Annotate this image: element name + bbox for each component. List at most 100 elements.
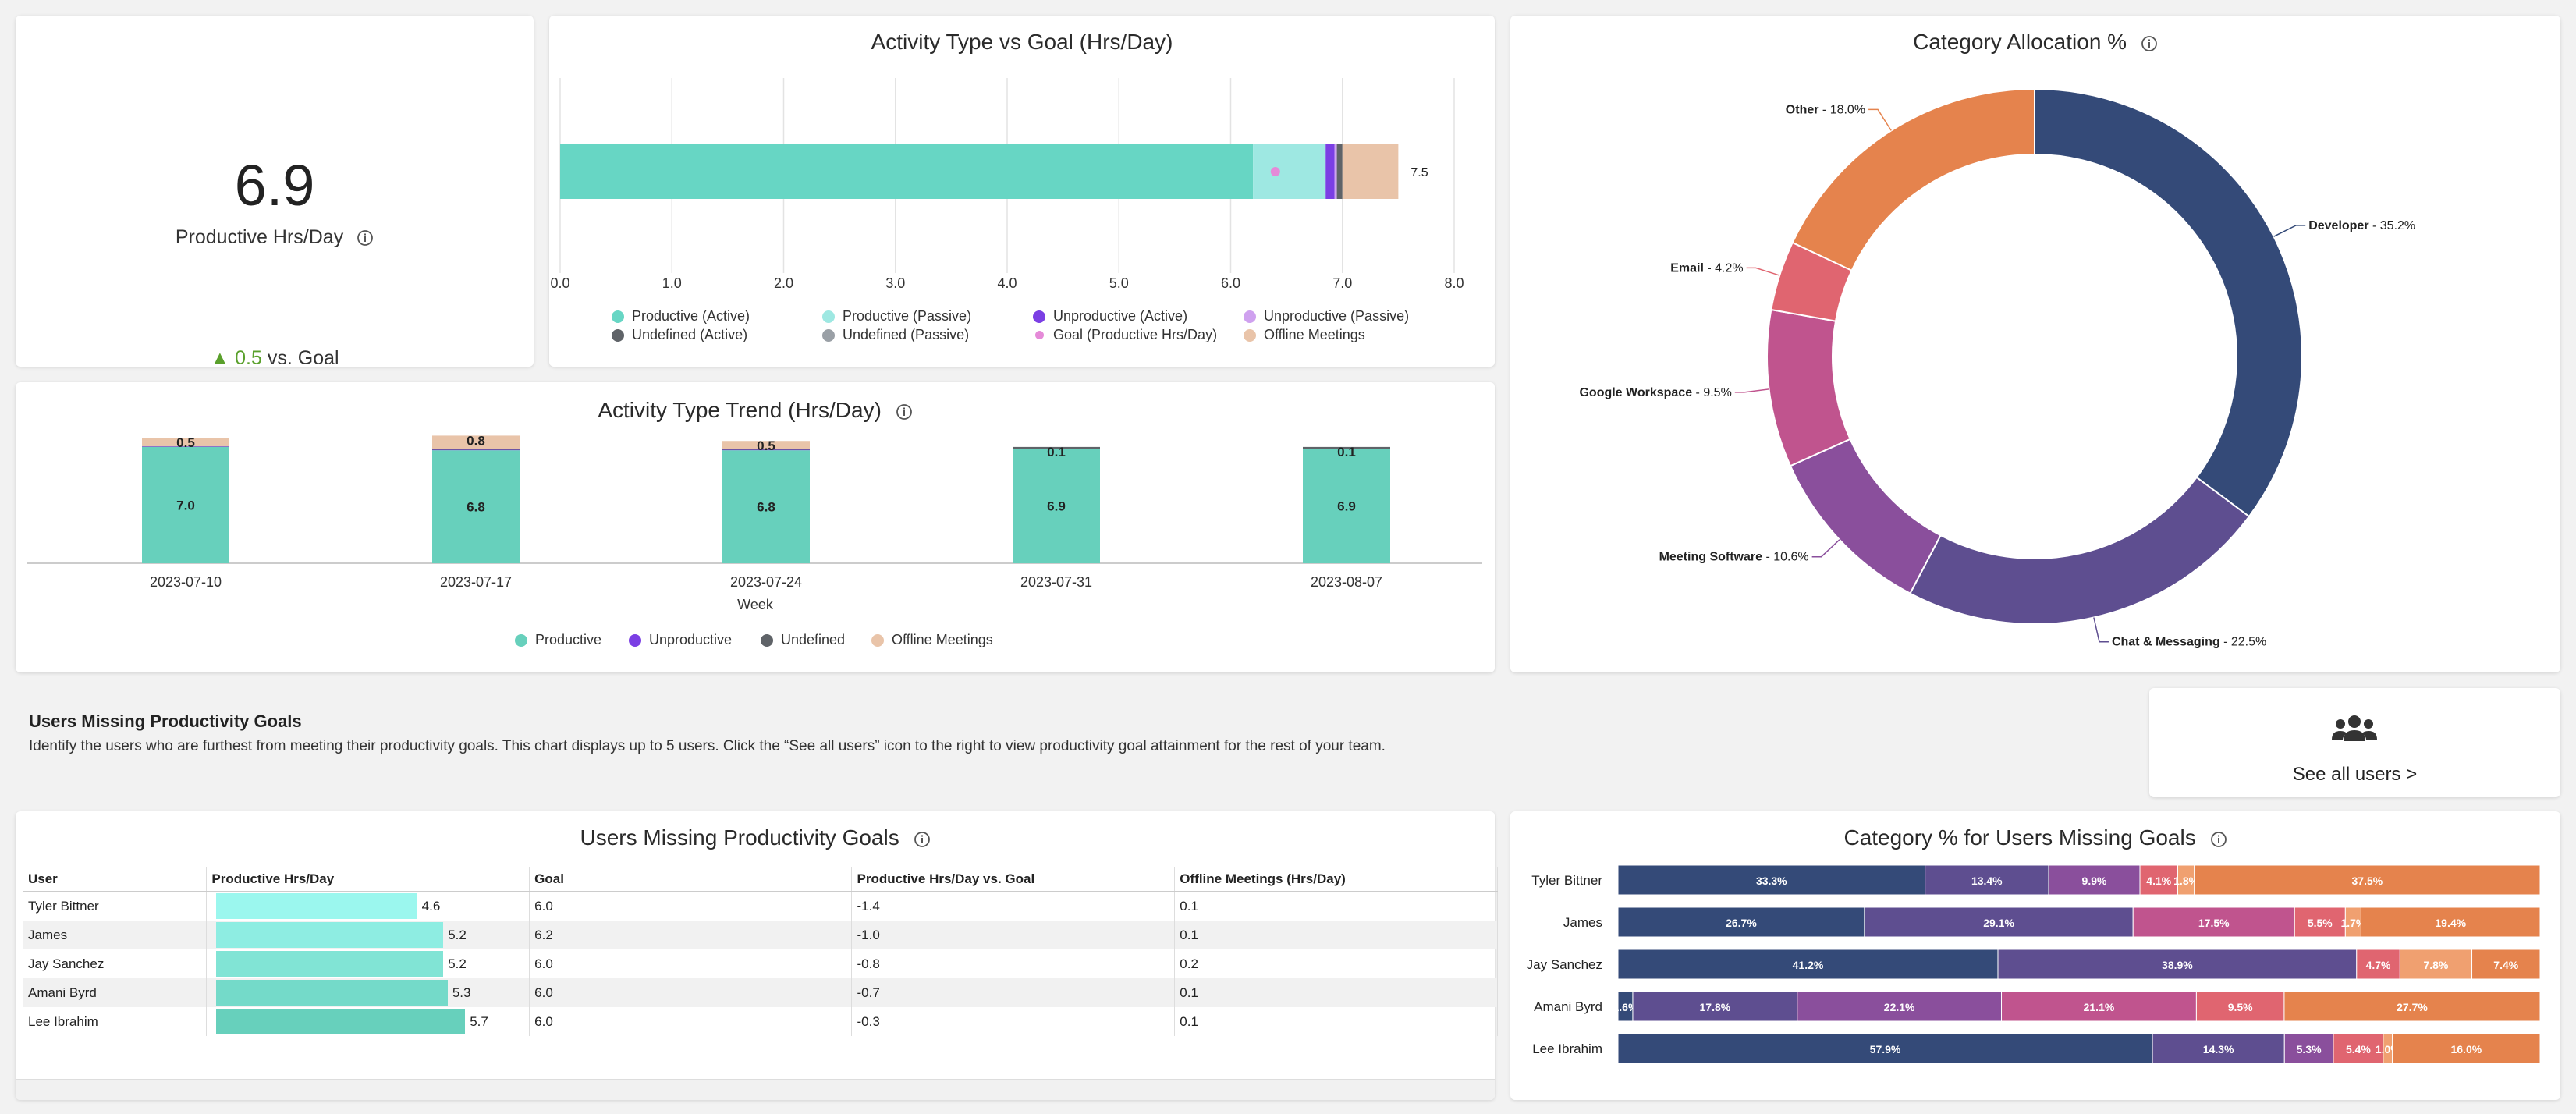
- trend-title-wrap: Activity Type Trend (Hrs/Day): [16, 398, 1495, 423]
- x-tick-label: 2023-07-17: [440, 574, 512, 590]
- segment-label: 5.3%: [2297, 1043, 2322, 1055]
- bar-segment: [1632, 991, 1798, 1022]
- legend-item[interactable]: Offline Meetings: [1244, 327, 1365, 343]
- legend-item[interactable]: Productive (Passive): [822, 308, 971, 325]
- users-icon: [2332, 715, 2377, 741]
- bar-top-label: 0.5: [757, 438, 775, 453]
- x-tick-label: 2023-07-24: [730, 574, 802, 590]
- trend-chart: 7.0 0.5 2023-07-10 6.8 0.8 2023-07-17 6.8 0.5 20…: [27, 433, 1482, 612]
- column-header[interactable]: User: [23, 867, 208, 892]
- slice-label: Other - 18.0%: [1786, 103, 1865, 116]
- x-tick-label: 6.0: [1221, 275, 1240, 291]
- vs-goal-cell: -1.4: [851, 891, 1176, 921]
- row-label: Lee Ibrahim: [1532, 1041, 1602, 1056]
- slice-value: - 18.0%: [1818, 103, 1865, 116]
- table-row[interactable]: Amani Byrd 5.3 6.0 -0.7 0.1: [23, 978, 1498, 1007]
- user-cell: Jay Sanchez: [23, 949, 208, 978]
- trend-legend: Productive Unproductive Undefined Offline M…: [16, 632, 1495, 655]
- info-icon[interactable]: [896, 403, 913, 420]
- allocation-title-wrap: Category Allocation %: [1510, 30, 2560, 55]
- bar-segment: [2283, 1033, 2334, 1064]
- bar-segment: [1303, 446, 1390, 449]
- vs-goal-cell: -0.8: [851, 949, 1176, 978]
- legend-label: Unproductive (Active): [1053, 308, 1188, 324]
- x-tick-label: 4.0: [997, 275, 1017, 291]
- column-header[interactable]: Productive Hrs/Day: [206, 867, 530, 892]
- legend-item[interactable]: Undefined: [761, 632, 845, 648]
- bar-segment: [2399, 949, 2473, 980]
- row-label: Tyler Bittner: [1531, 873, 1602, 888]
- leader-line: [1746, 267, 1780, 276]
- legend-dot-icon: [612, 310, 624, 323]
- goal-cell: 6.2: [529, 921, 853, 949]
- legend-item[interactable]: Productive (Active): [612, 308, 750, 325]
- table-row[interactable]: Jay Sanchez 5.2 6.0 -0.8 0.2: [23, 949, 1498, 978]
- slice-name: Chat & Messaging: [2112, 636, 2220, 649]
- info-icon[interactable]: [914, 831, 931, 848]
- column-header[interactable]: Offline Meetings (Hrs/Day): [1174, 867, 1498, 892]
- x-tick-label: 2023-07-31: [1020, 574, 1092, 590]
- column-header[interactable]: Productive Hrs/Day vs. Goal: [851, 867, 1176, 892]
- bar-segment: [432, 450, 520, 563]
- leader-line: [1734, 388, 1769, 393]
- bar-segment: [2294, 906, 2346, 938]
- segment-label: 29.1%: [1983, 917, 2014, 929]
- legend-item[interactable]: Undefined (Active): [612, 327, 747, 343]
- see-all-users-label: See all users >: [2292, 764, 2418, 785]
- info-icon[interactable]: [2210, 831, 2227, 848]
- kpi-label-text: Productive Hrs/Day: [175, 226, 344, 248]
- kpi-delta-value: 0.5: [235, 347, 262, 369]
- user-cell: Amani Byrd: [23, 978, 208, 1007]
- slice-label: Email - 4.2%: [1670, 261, 1743, 275]
- legend-item[interactable]: Offline Meetings: [871, 632, 993, 648]
- slice-value: - 35.2%: [2369, 219, 2416, 232]
- legend-dot-icon: [822, 328, 835, 342]
- table-row[interactable]: James 5.2 6.2 -1.0 0.1: [23, 921, 1498, 949]
- see-all-users-button[interactable]: See all users >: [2149, 688, 2560, 797]
- bar-segment: [2195, 991, 2285, 1022]
- legend-item[interactable]: Unproductive: [629, 632, 732, 648]
- productive-cell: 5.2: [206, 921, 530, 949]
- slice-name: Developer: [2308, 219, 2368, 232]
- segment-label: 38.9%: [2162, 959, 2193, 971]
- user-cell: Lee Ibrahim: [23, 1007, 208, 1036]
- info-icon[interactable]: [357, 229, 374, 247]
- bar-segment: [2001, 991, 2197, 1022]
- bar-segment: [1617, 1033, 2153, 1064]
- legend-item[interactable]: Goal (Productive Hrs/Day): [1033, 327, 1217, 343]
- productive-value: 5.3: [452, 985, 471, 1000]
- segment-label: 4.7%: [2366, 959, 2391, 971]
- bar-segment: [722, 449, 810, 451]
- table-scrollbar[interactable]: [16, 1079, 1495, 1100]
- segment-label: 5.5%: [2308, 917, 2333, 929]
- offline-cell: 0.1: [1174, 1007, 1498, 1036]
- offline-cell: 0.1: [1174, 921, 1498, 949]
- legend-item[interactable]: Unproductive (Active): [1033, 308, 1187, 325]
- activity-goal-chart: 0.0 1.0 2.0 3.0 4.0 5.0 6.0 7.0 8.0 7.5: [550, 78, 1464, 291]
- goal-cell: 6.0: [529, 891, 853, 921]
- segment-label: 13.4%: [1971, 875, 2003, 887]
- productive-bar: [216, 980, 448, 1006]
- legend-item[interactable]: Productive: [515, 632, 601, 648]
- table-row[interactable]: Tyler Bittner 4.6 6.0 -1.4 0.1: [23, 891, 1498, 921]
- column-header[interactable]: Goal: [529, 867, 853, 892]
- segment-label: 22.1%: [1884, 1001, 1915, 1013]
- legend-item[interactable]: Undefined (Passive): [822, 327, 969, 343]
- segment-label: 21.1%: [2084, 1001, 2115, 1013]
- bar-segment: [722, 450, 810, 563]
- slice-value: - 4.2%: [1704, 261, 1744, 275]
- kpi-delta: ▲ 0.5 vs. Goal: [16, 347, 534, 370]
- segment-label: 14.3%: [2203, 1043, 2234, 1055]
- segment-label: 1.7%: [2340, 917, 2365, 929]
- segment-label: 1.8%: [2173, 875, 2198, 887]
- goal-cell: 6.0: [529, 949, 853, 978]
- allocation-card: Category Allocation % Developer - 35.2% C…: [1510, 16, 2560, 672]
- bar-value-label: 6.8: [467, 500, 485, 515]
- kpi-card: 6.9 Productive Hrs/Day ▲ 0.5 vs. Goal: [16, 16, 534, 370]
- legend-item[interactable]: Unproductive (Passive): [1244, 308, 1409, 325]
- kpi-delta-suffix: vs. Goal: [267, 347, 339, 369]
- x-tick-label: 5.0: [1109, 275, 1129, 291]
- info-icon[interactable]: [2141, 35, 2158, 52]
- table-row[interactable]: Lee Ibrahim 5.7 6.0 -0.3 0.1: [23, 1007, 1498, 1036]
- legend-label: Offline Meetings: [892, 632, 993, 647]
